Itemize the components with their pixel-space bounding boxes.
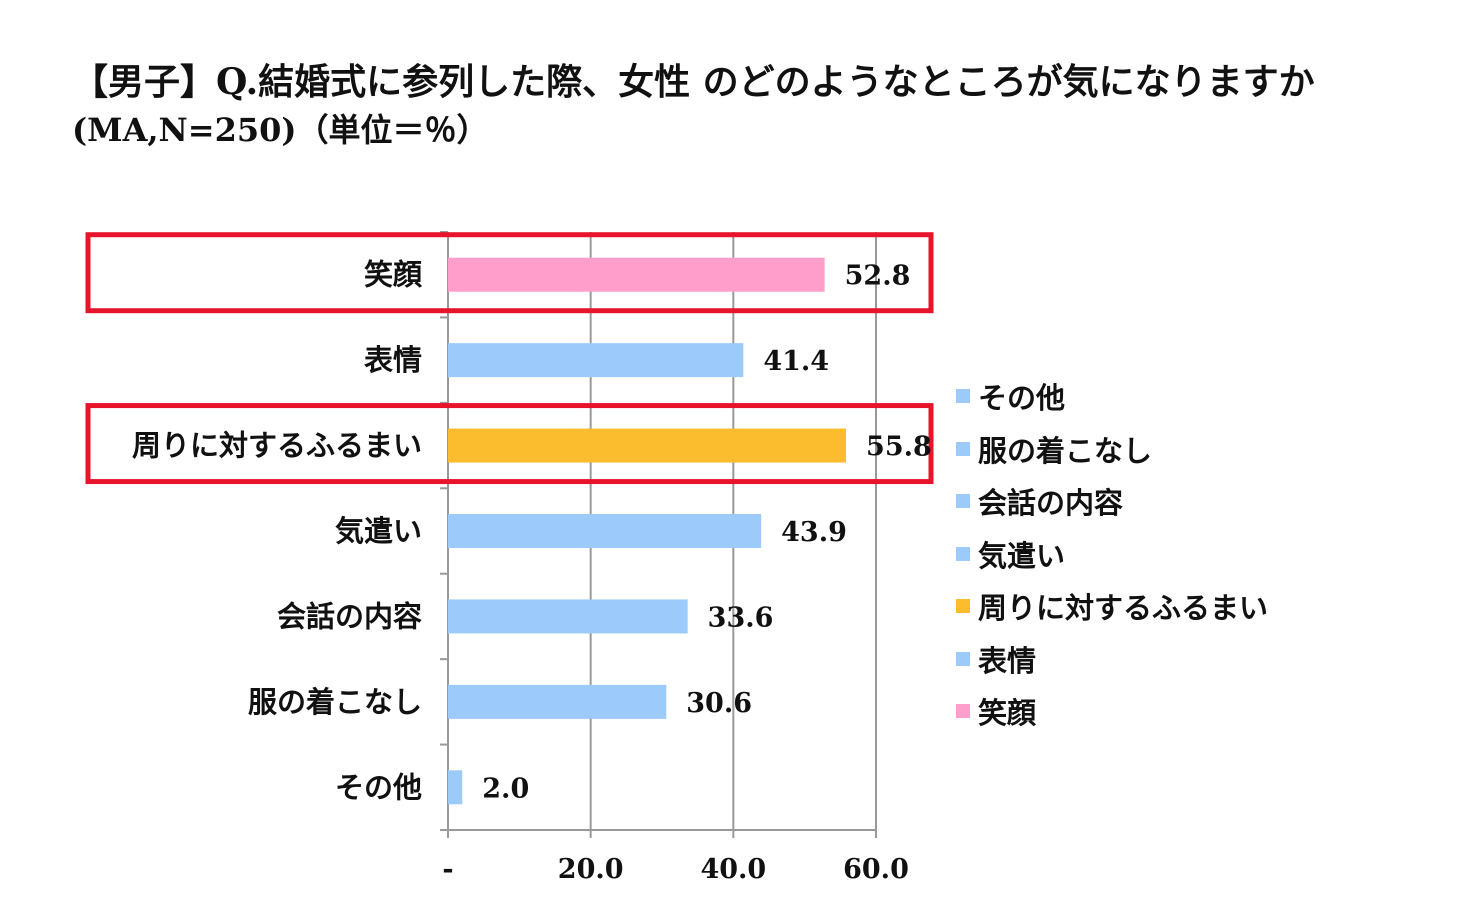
legend-label: 表情	[978, 643, 1037, 678]
category-label: 気遣い	[335, 514, 422, 548]
data-label: 33.6	[708, 602, 774, 633]
category-label: 笑顔	[364, 258, 423, 292]
legend-entry: 表情	[956, 633, 1268, 686]
legend-swatch	[956, 441, 970, 456]
bar	[448, 428, 847, 463]
legend-label: 周りに対するふるまい	[978, 591, 1269, 626]
legend-entry: 笑顔	[956, 685, 1268, 738]
data-label: 2.0	[482, 773, 529, 804]
legend-label: 会話の内容	[978, 486, 1124, 521]
x-tick-label: 20.0	[558, 854, 624, 885]
chart-title: 【男子】Q.結婚式に参列した際、女性 のどのようなところが気になりますか	[72, 61, 1315, 103]
labels: - 20.0 40.0 60.0 笑顔 52.8 表情 41.4 周りに対するふるまい 55.8 気…	[132, 258, 932, 885]
legend-label: 服の着こなし	[978, 433, 1153, 468]
bars	[448, 257, 847, 805]
data-label: 43.9	[781, 517, 847, 548]
data-label: 41.4	[763, 346, 829, 377]
x-tick-label: 40.0	[700, 854, 766, 885]
legend-entry: 周りに対するふるまい	[956, 580, 1268, 633]
category-label: 会話の内容	[277, 599, 422, 633]
category-label: 周りに対するふるまい	[132, 429, 422, 463]
data-label: 30.6	[686, 688, 752, 719]
legend-label: 笑顔	[978, 696, 1037, 731]
legend-swatch	[956, 494, 970, 509]
x-tick-label: 60.0	[843, 854, 909, 885]
category-label: その他	[335, 770, 422, 804]
bar	[448, 257, 825, 292]
legend-entry: その他	[956, 370, 1268, 423]
legend-entry: 会話の内容	[956, 475, 1268, 528]
highlight-box	[85, 232, 934, 314]
bar	[448, 684, 667, 719]
legend-swatch	[956, 599, 970, 614]
category-label: 服の着こなし	[248, 685, 422, 719]
highlight-box	[85, 403, 934, 485]
highlight-boxes	[85, 232, 934, 485]
x-tick-label: -	[442, 854, 453, 885]
legend-swatch	[956, 704, 970, 719]
chart-subtitle: (MA,N=250)（単位＝％）	[72, 111, 489, 149]
legend-swatch	[956, 546, 970, 561]
data-label: 55.8	[866, 432, 932, 463]
chart-legend: その他服の着こなし 会話の内容気遣い周りに対するふるまい 表情笑顔	[956, 370, 1268, 738]
legend-swatch	[956, 651, 970, 666]
legend-label: その他	[978, 381, 1066, 416]
bar	[448, 770, 463, 805]
bar	[448, 599, 688, 634]
legend-entry: 服の着こなし	[956, 423, 1268, 476]
data-label: 52.8	[845, 261, 911, 292]
bar	[448, 514, 762, 548]
legend-swatch	[956, 389, 970, 404]
legend-entry: 気遣い	[956, 528, 1268, 581]
category-label: 表情	[364, 343, 422, 377]
legend-label: 気遣い	[978, 538, 1066, 573]
bar	[448, 343, 744, 378]
